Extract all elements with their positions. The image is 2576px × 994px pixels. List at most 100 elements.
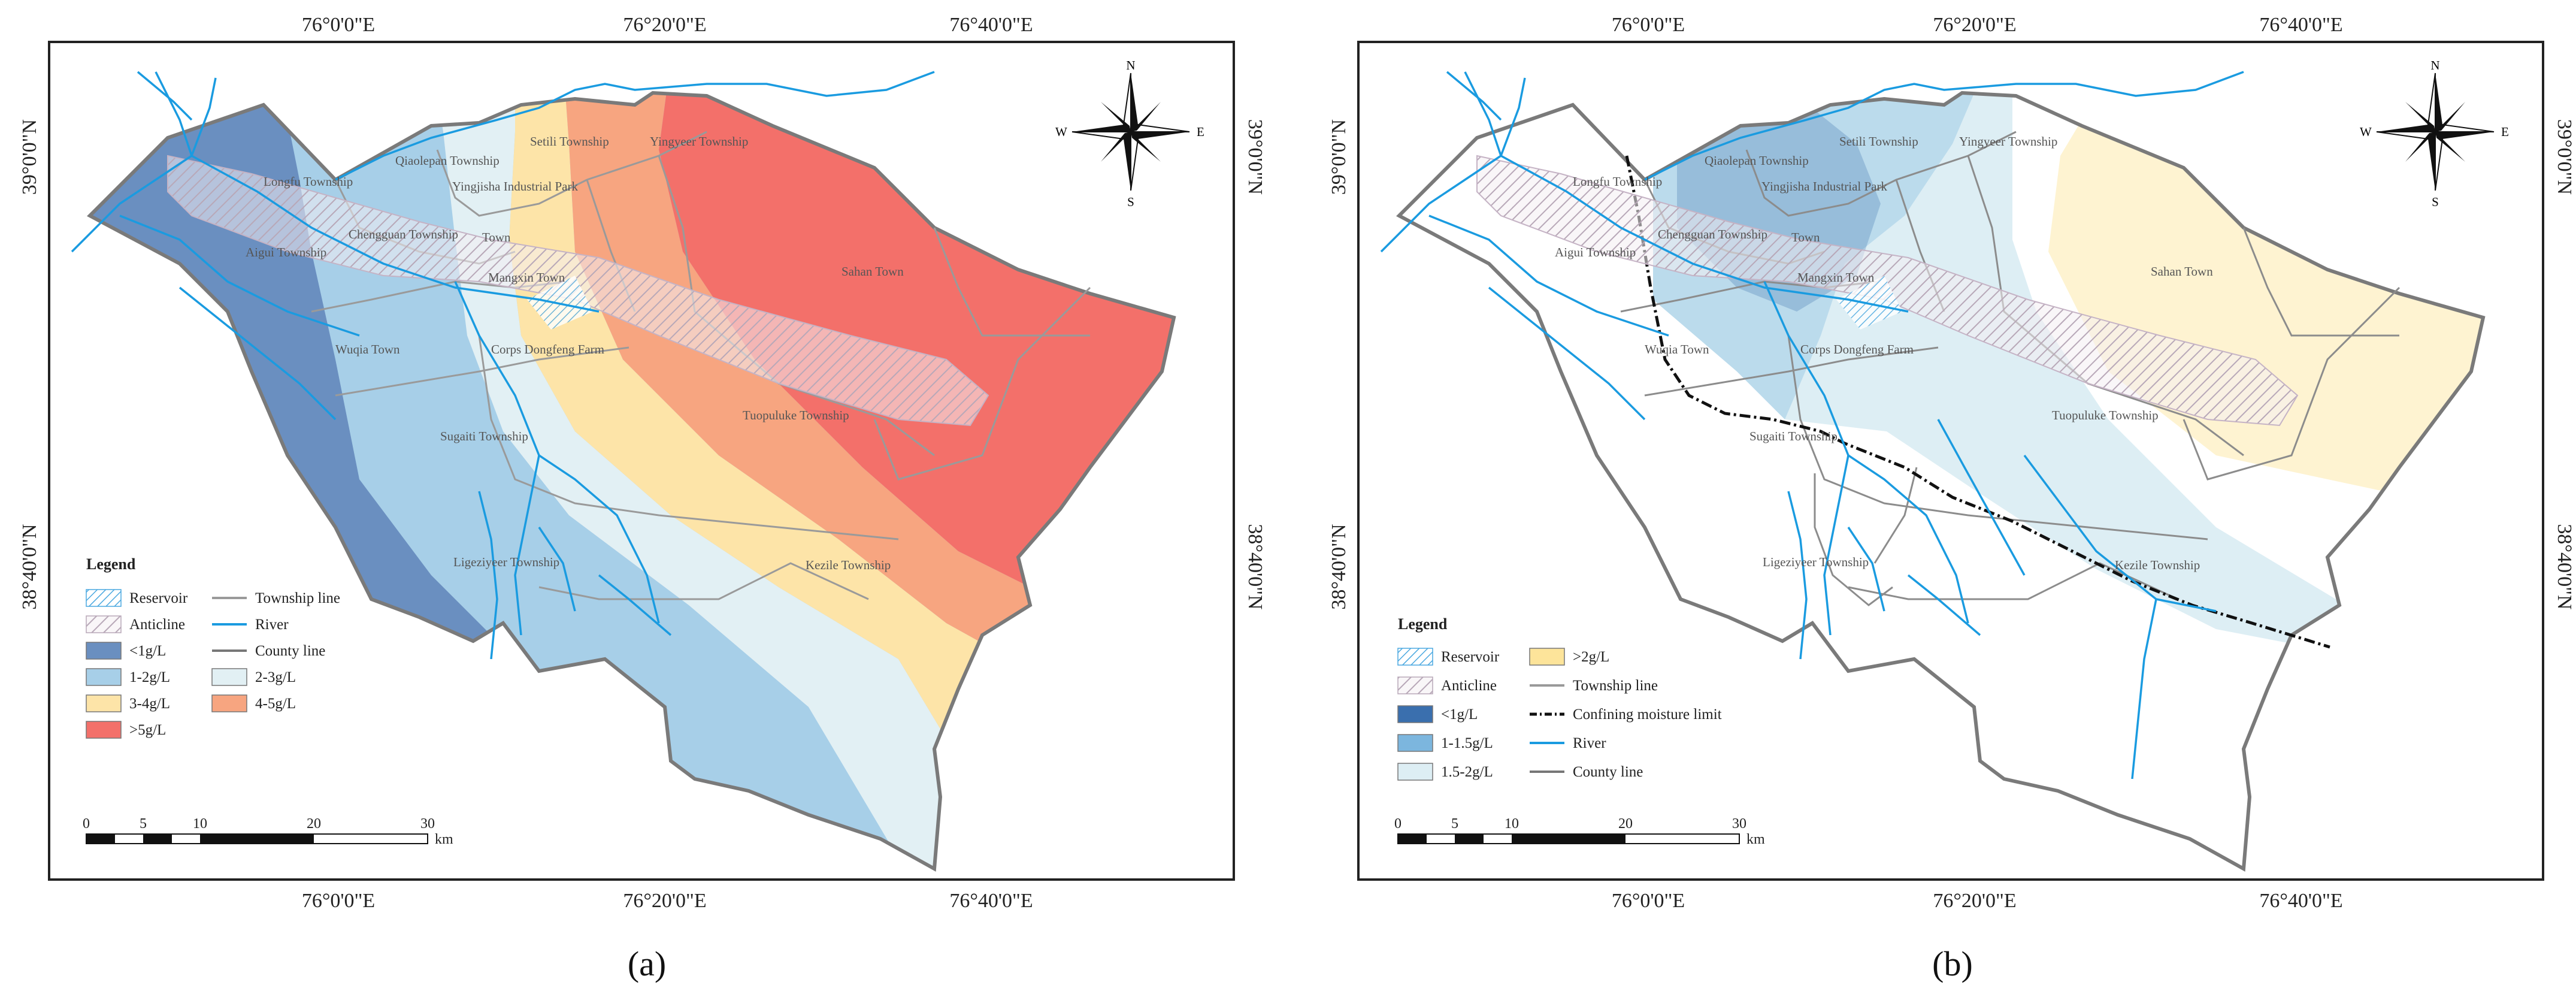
compass-n: N bbox=[1126, 58, 1135, 72]
legend-swatch bbox=[86, 642, 122, 660]
place-sugaiti-township: Sugaiti Township bbox=[1749, 429, 1838, 443]
legend-item-1-2g-l: 1-2g/L bbox=[86, 668, 170, 686]
compass-s: S bbox=[2432, 195, 2439, 209]
legend-label: County line bbox=[255, 643, 325, 659]
place-longfu-township: Longfu Township bbox=[264, 174, 353, 189]
place-sahan-town: Sahan Town bbox=[2151, 264, 2213, 279]
left-lat-2: 38°40'0"N bbox=[1328, 524, 1350, 609]
legend-swatch bbox=[86, 615, 122, 633]
panel-b-map: Longfu Township Qiaolepan Township Setili … bbox=[1328, 14, 2575, 983]
legend-label: >2g/L bbox=[1573, 649, 1609, 665]
compass-s: S bbox=[1127, 195, 1134, 209]
legend-swatch bbox=[1397, 648, 1433, 666]
scale-bar: 0 5 10 20 30 km bbox=[1394, 816, 1765, 847]
legend-item-county-line: County line bbox=[212, 643, 325, 659]
legend-label: <1g/L bbox=[129, 643, 166, 659]
scale-tick-20: 20 bbox=[1618, 816, 1633, 832]
scale-tick-0: 0 bbox=[1394, 816, 1401, 832]
scale-tick-30: 30 bbox=[1732, 816, 1746, 832]
legend-item-2-3g-l: 2-3g/L bbox=[211, 668, 296, 686]
legend-label: 1-1.5g/L bbox=[1441, 735, 1493, 751]
coordinates: 76°0'0"E 76°20'0"E 76°40'0"E 76°0'0"E 76… bbox=[19, 14, 1266, 912]
legend-label: <1g/L bbox=[1441, 706, 1478, 723]
legend-swatch bbox=[1529, 648, 1565, 666]
legend-item-anticline: Anticline bbox=[86, 615, 185, 633]
bottom-lon-2: 76°20'0"E bbox=[1933, 890, 2016, 912]
scale-tick-5: 5 bbox=[140, 816, 147, 832]
place-sugaiti-township: Sugaiti Township bbox=[440, 429, 528, 443]
legend-item-confining-moisture-limit: Confining moisture limit bbox=[1530, 706, 1722, 723]
legend-label: 3-4g/L bbox=[129, 696, 170, 712]
legend-item-river: River bbox=[212, 617, 289, 633]
place-wuqia-town: Wuqia Town bbox=[1645, 342, 1709, 356]
place-yingjisha-industrial-park: Yingjisha Industrial Park bbox=[1761, 179, 1887, 194]
bottom-lon-1: 76°0'0"E bbox=[1612, 890, 1685, 912]
legend-title: Legend bbox=[86, 555, 136, 573]
scale-unit: km bbox=[435, 832, 453, 847]
legend-item-2g-l: >2g/L bbox=[1529, 648, 1609, 666]
legend-label: 4-5g/L bbox=[255, 696, 296, 712]
top-lon-3: 76°40'0"E bbox=[949, 14, 1033, 36]
scale-unit: km bbox=[1746, 832, 1765, 847]
place-setili-township: Setili Township bbox=[530, 134, 609, 149]
compass-rose: N S E W bbox=[1055, 58, 1204, 209]
place-tuopuluke-township: Tuopuluke Township bbox=[743, 408, 849, 422]
legend-swatch bbox=[1397, 763, 1433, 781]
scale-bar: 0 5 10 20 30 km bbox=[83, 816, 453, 847]
rivers bbox=[1380, 71, 2244, 780]
legend-label: Township line bbox=[1573, 678, 1658, 694]
legend-item-township-line: Township line bbox=[1530, 678, 1658, 694]
place-aigui-township: Aigui Township bbox=[1555, 245, 1636, 259]
legend-label: 1.5-2g/L bbox=[1441, 764, 1493, 780]
legend-label: County line bbox=[1573, 764, 1643, 780]
legend-label: Anticline bbox=[129, 617, 185, 633]
legend-item-5g-l: >5g/L bbox=[86, 721, 166, 739]
scale-tick-30: 30 bbox=[420, 816, 435, 832]
legend-item-township-line: Township line bbox=[212, 590, 340, 606]
legend-item-county-line: County line bbox=[1530, 764, 1643, 780]
place-labels: Longfu Township Qiaolepan Township Setili … bbox=[246, 134, 904, 572]
legend-label: 1-2g/L bbox=[129, 669, 170, 685]
place-setili-township: Setili Township bbox=[1839, 134, 1918, 149]
legend-item-1-5-2g-l: 1.5-2g/L bbox=[1397, 763, 1493, 781]
legend-item-reservoir: Reservoir bbox=[1397, 648, 1500, 666]
place-wuqia-town: Wuqia Town bbox=[335, 342, 400, 356]
top-lon-1: 76°0'0"E bbox=[302, 14, 375, 36]
legend-item-1g-l: <1g/L bbox=[1397, 705, 1478, 723]
place-yingjisha-industrial-park: Yingjisha Industrial Park bbox=[452, 179, 578, 194]
legend-swatch bbox=[86, 694, 122, 712]
legend-swatch bbox=[1397, 705, 1433, 723]
place-kezile-township: Kezile Township bbox=[806, 558, 891, 572]
scale-tick-10: 10 bbox=[193, 816, 207, 832]
place-qiaolepan-township: Qiaolepan Township bbox=[395, 153, 500, 168]
legend-title: Legend bbox=[1398, 615, 1448, 633]
top-lon-2: 76°20'0"E bbox=[623, 14, 706, 36]
place-aigui-township: Aigui Township bbox=[246, 245, 326, 259]
place-corps-dongfeng-farm: Corps Dongfeng Farm bbox=[491, 342, 604, 356]
coordinates: 76°0'0"E 76°20'0"E 76°40'0"E 76°0'0"E 76… bbox=[1328, 14, 2575, 912]
place-ligeziyeer-township: Ligeziyeer Township bbox=[453, 555, 559, 569]
legend-item-anticline: Anticline bbox=[1397, 676, 1497, 694]
legend-item-1-1-5g-l: 1-1.5g/L bbox=[1397, 734, 1493, 752]
legend-label: River bbox=[255, 617, 289, 633]
legend-label: >5g/L bbox=[129, 722, 166, 738]
panel-a-map: Longfu Township Qiaolepan Township Setili … bbox=[19, 14, 1266, 983]
place-ligeziyeer-township: Ligeziyeer Township bbox=[1763, 555, 1869, 569]
place-mangxin-town: Mangxin Town bbox=[1797, 270, 1875, 285]
legend-item-reservoir: Reservoir bbox=[86, 589, 188, 607]
legend-swatch bbox=[1397, 676, 1433, 694]
compass-e: E bbox=[1197, 125, 1204, 139]
legend: Legend Reservoir Township line Anticline Ri… bbox=[86, 555, 340, 739]
legend: Legend Reservoir >2g/L Anticline Township l… bbox=[1397, 615, 1722, 781]
rivers bbox=[71, 71, 935, 660]
bottom-lon-3: 76°40'0"E bbox=[2259, 890, 2342, 912]
compass-rose: N S E W bbox=[2360, 58, 2509, 209]
legend-swatch bbox=[86, 668, 122, 686]
legend-label: Reservoir bbox=[1441, 649, 1500, 665]
legend-swatch bbox=[211, 668, 247, 686]
bottom-lon-2: 76°20'0"E bbox=[623, 890, 706, 912]
top-lon-2: 76°20'0"E bbox=[1933, 14, 2016, 36]
scale-tick-5: 5 bbox=[1451, 816, 1458, 832]
left-lat-2: 38°40'0"N bbox=[19, 524, 41, 609]
legend-label: Anticline bbox=[1441, 678, 1497, 694]
